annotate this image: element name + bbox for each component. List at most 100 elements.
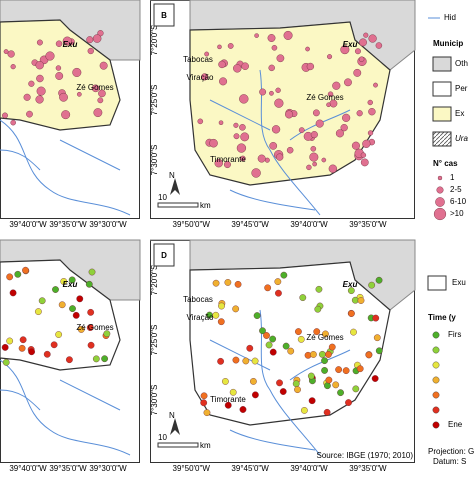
case-point — [35, 95, 44, 104]
case-point — [18, 344, 26, 352]
legend-text: Firs — [448, 330, 461, 339]
case-point — [265, 341, 273, 349]
case-point — [368, 281, 376, 289]
case-point — [345, 399, 352, 406]
case-point — [197, 118, 204, 125]
legend-note: Projection: G — [428, 447, 474, 456]
river — [259, 309, 321, 456]
river — [0, 389, 41, 411]
case-point — [360, 152, 367, 158]
lon-tick-label: 39°30'0"W — [89, 220, 127, 229]
case-point — [313, 328, 321, 336]
case-point — [19, 336, 27, 344]
case-point — [62, 36, 72, 46]
case-point — [332, 81, 341, 90]
case-point — [312, 161, 317, 167]
case-point — [276, 153, 284, 161]
case-point — [294, 386, 301, 394]
case-point — [368, 34, 377, 43]
case-point — [300, 407, 308, 414]
case-point — [269, 142, 278, 150]
lat-tick-label: 7°20'0"S — [150, 25, 159, 56]
place-label: Viração — [187, 313, 215, 322]
case-point — [227, 43, 234, 49]
legend-time-dot — [432, 406, 440, 414]
case-point — [200, 392, 208, 400]
case-point — [276, 379, 283, 387]
lon-tick-label: 39°35'0"W — [49, 220, 87, 229]
source: Source: IBGE (1970; 2010) — [317, 451, 414, 460]
case-point — [342, 367, 350, 375]
case-point — [363, 32, 369, 38]
legend-text: Ex — [455, 109, 464, 118]
case-point — [323, 408, 331, 416]
case-point — [292, 380, 300, 388]
case-point — [318, 350, 326, 358]
case-point — [234, 280, 242, 288]
map-panel: Exu Zé Gomes 39°40'0"W 39°35'0"W 39°30'0"W — [0, 239, 141, 473]
case-point — [359, 38, 367, 47]
river — [209, 339, 271, 371]
case-point — [251, 168, 261, 178]
case-point — [10, 119, 16, 126]
place-label: Zé Gomes — [306, 93, 343, 102]
case-point — [353, 68, 362, 77]
case-point — [58, 301, 66, 309]
case-point — [259, 88, 267, 96]
lon-tick-label: 39°35'0"W — [49, 464, 87, 473]
case-point — [327, 54, 333, 60]
legend-dot — [437, 175, 443, 181]
case-point — [233, 133, 240, 140]
case-point — [365, 351, 373, 359]
case-point — [232, 305, 240, 313]
case-point — [368, 108, 376, 116]
case-point — [299, 294, 307, 302]
case-point — [55, 40, 63, 47]
case-point — [263, 332, 270, 339]
legend-heading: Time (y — [428, 313, 456, 322]
case-point — [280, 271, 288, 279]
case-point — [28, 348, 35, 356]
case-point — [358, 56, 365, 62]
case-point — [85, 280, 93, 288]
case-point — [269, 348, 277, 356]
case-point — [36, 74, 44, 83]
case-point — [373, 334, 381, 342]
case-point — [224, 401, 232, 409]
case-point — [36, 86, 46, 96]
legend-heading: N° cas — [433, 159, 458, 168]
case-point — [72, 67, 82, 77]
case-point — [342, 113, 351, 122]
case-point — [326, 102, 331, 108]
map-panel: Exu Zé Gomes 39°40'0"W 39°35'0"W 39°30'0"W — [0, 0, 141, 229]
legend-time-dot — [432, 361, 440, 369]
lon-tick-label: 39°45'0"W — [231, 220, 269, 229]
case-point — [276, 54, 285, 63]
case-point — [362, 139, 371, 148]
lat-tick-label: 7°25'0"S — [150, 85, 159, 116]
case-point — [327, 91, 334, 97]
scale-bar — [157, 202, 199, 208]
case-point — [52, 286, 59, 293]
case-point — [103, 330, 111, 338]
case-point — [257, 154, 266, 163]
case-point — [254, 33, 259, 38]
case-point — [312, 109, 320, 117]
case-point — [275, 87, 281, 93]
case-point — [76, 295, 84, 303]
case-point — [241, 62, 249, 70]
case-point — [271, 125, 281, 134]
case-point — [92, 34, 102, 43]
lon-tick-label: 39°30'0"W — [89, 464, 127, 473]
lat-tick-label: 7°30'0"S — [150, 385, 159, 416]
municipality-exu — [189, 261, 391, 426]
case-point — [92, 355, 100, 363]
case-point — [239, 94, 249, 104]
legend-swatch — [432, 56, 452, 72]
case-point — [371, 375, 379, 382]
place-label: Zé Gomes — [306, 333, 343, 342]
case-point — [229, 388, 237, 396]
legend-text: 6-10 — [450, 197, 467, 206]
legend-dot — [435, 197, 445, 207]
